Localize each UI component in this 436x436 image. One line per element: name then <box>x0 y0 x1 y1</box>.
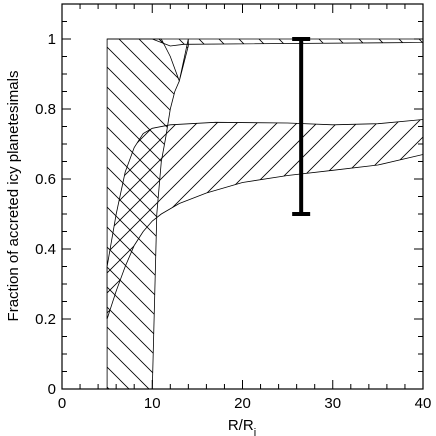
y-tick-label: 0 <box>48 381 56 398</box>
x-axis-label: R/Rj <box>228 417 256 436</box>
x-tick-label: 0 <box>58 395 66 412</box>
band-3 <box>106 119 423 320</box>
y-tick-label: 0.8 <box>35 101 56 118</box>
error-bar-1 <box>292 37 311 216</box>
error-bar-layer <box>292 37 311 216</box>
x-tick-label: 30 <box>324 395 341 412</box>
y-tick-label: 0.4 <box>35 241 56 258</box>
x-tick-label: 20 <box>234 395 251 412</box>
y-axis-label: Fraction of accreted icy planetesimals <box>5 71 22 322</box>
ticks-layer: 0 10 20 30 40 0 0.2 0.4 0.6 0.8 1 <box>35 3 432 412</box>
y-tick-label: 0.2 <box>35 311 56 328</box>
x-tick-label: 40 <box>415 395 432 412</box>
y-tick-label: 1 <box>48 31 56 48</box>
x-tick-label: 10 <box>144 395 161 412</box>
bands-layer <box>106 38 423 389</box>
y-tick-label: 0.6 <box>35 171 56 188</box>
